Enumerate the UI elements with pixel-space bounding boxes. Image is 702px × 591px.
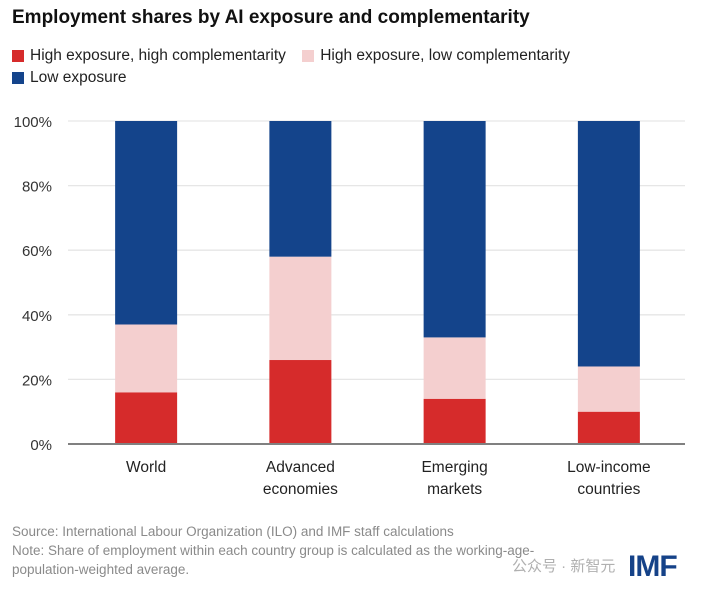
bar-segment <box>269 121 332 257</box>
bar-segment <box>115 324 178 393</box>
bar-segment <box>577 121 640 367</box>
chart-title: Employment shares by AI exposure and com… <box>12 7 530 28</box>
legend-item-low: Low exposure <box>12 67 127 89</box>
legend-item-high-high: High exposure, high complementarity <box>12 45 286 67</box>
x-tick-label: economies <box>263 481 338 498</box>
y-tick-label: 80% <box>22 179 52 196</box>
bar-segment <box>115 392 178 444</box>
legend-swatch <box>302 50 315 62</box>
y-tick-label: 60% <box>22 243 52 260</box>
imf-logo: IMF <box>628 550 678 583</box>
bar-segment <box>423 337 486 399</box>
x-tick-label: World <box>126 459 166 476</box>
bar-segment <box>423 121 486 338</box>
bar-segment <box>115 121 178 325</box>
legend-swatch <box>12 50 24 62</box>
bar-segment <box>577 366 640 412</box>
x-tick-label: Emerging <box>421 459 487 476</box>
legend-label: Low exposure <box>30 69 127 86</box>
method-note: Note: Share of employment within each co… <box>12 543 535 577</box>
bar-segment <box>269 256 332 361</box>
legend-item-high-low: High exposure, low complementarity <box>302 45 570 67</box>
source-note: Source: International Labour Organizatio… <box>12 524 454 539</box>
watermark: 公众号 · 新智元 <box>512 558 616 575</box>
y-tick-label: 40% <box>22 308 52 325</box>
bar-segment <box>269 360 332 444</box>
x-tick-label: Advanced <box>266 459 335 476</box>
footer: Source: International Labour Organizatio… <box>12 522 572 579</box>
legend-label: High exposure, high complementarity <box>30 47 286 64</box>
x-tick-label: Low-income <box>567 459 651 476</box>
x-tick-label: markets <box>427 481 482 498</box>
legend-swatch <box>12 72 24 84</box>
y-tick-label: 20% <box>22 372 52 389</box>
y-tick-label: 100% <box>14 114 52 131</box>
x-tick-label: countries <box>577 481 640 498</box>
y-tick-label: 0% <box>30 437 52 454</box>
bar-segment <box>423 398 486 444</box>
legend-label: High exposure, low complementarity <box>320 47 571 64</box>
legend: High exposure, high complementarity High… <box>12 45 692 89</box>
bar-segment <box>577 411 640 444</box>
